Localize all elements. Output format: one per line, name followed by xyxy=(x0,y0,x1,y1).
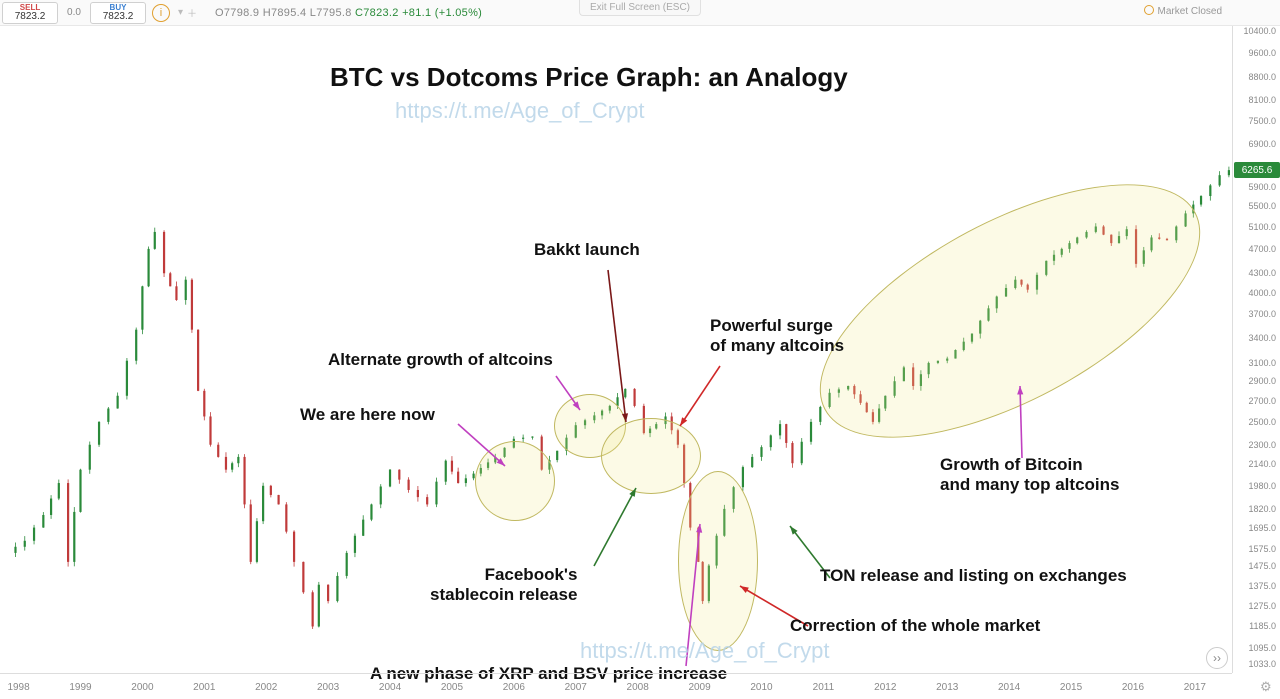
buy-button[interactable]: BUY 7823.2 xyxy=(90,2,146,24)
highlight-ellipse xyxy=(475,441,555,521)
y-tick: 4000.0 xyxy=(1248,288,1276,298)
y-tick: 5900.0 xyxy=(1248,182,1276,192)
x-tick: 2007 xyxy=(565,682,587,693)
y-tick: 1980.0 xyxy=(1248,481,1276,491)
chart-plot[interactable]: BTC vs Dotcoms Price Graph: an Analogy ht… xyxy=(0,26,1232,673)
x-tick: 2003 xyxy=(317,682,339,693)
y-axis: 1033.0 1095.0 1185.0 1275.0 1375.0 1475.0 1575… xyxy=(1232,26,1280,673)
y-tick: 3700.0 xyxy=(1248,309,1276,319)
annotation-we-are-here: We are here now xyxy=(300,405,435,425)
y-tick: 1185.0 xyxy=(1249,621,1276,631)
gear-icon[interactable]: ⚙ xyxy=(1260,679,1276,695)
watermark: https://t.me/Age_of_Crypt xyxy=(395,98,644,124)
y-tick: 1275.0 xyxy=(1248,601,1276,611)
annotation-ton: TON release and listing on exchanges xyxy=(820,566,1127,586)
x-tick: 2002 xyxy=(255,682,277,693)
annotation-bakkt: Bakkt launch xyxy=(534,240,640,260)
highlight-ellipse xyxy=(601,418,701,494)
chart-title: BTC vs Dotcoms Price Graph: an Analogy xyxy=(330,62,848,93)
y-tick: 1375.0 xyxy=(1248,581,1276,591)
y-tick: 5500.0 xyxy=(1248,201,1276,211)
annotation-correction: Correction of the whole market xyxy=(790,616,1040,636)
x-tick: 2014 xyxy=(998,682,1020,693)
buy-value: 7823.2 xyxy=(103,12,134,22)
x-tick: 1998 xyxy=(7,682,29,693)
y-tick: 6900.0 xyxy=(1248,139,1276,149)
top-toolbar: SELL 7823.2 0.0 BUY 7823.2 i ▾ ＋ O7798.9… xyxy=(0,0,1280,26)
ohlc-readout: O7798.9 H7895.4 L7795.8 C7823.2 +81.1 (+… xyxy=(215,7,482,19)
sell-value: 7823.2 xyxy=(15,12,46,22)
y-tick: 1695.0 xyxy=(1248,523,1276,533)
y-tick: 2140.0 xyxy=(1248,459,1276,469)
watermark: https://t.me/Age_of_Crypt xyxy=(580,638,829,664)
last-price-tag: 6265.6 xyxy=(1234,162,1280,178)
x-axis: 1998 1999 2000 2001 2002 2003 2004 2005 2006 2007… xyxy=(0,673,1232,699)
y-tick: 2700.0 xyxy=(1248,396,1276,406)
y-tick: 8100.0 xyxy=(1248,95,1276,105)
y-tick: 2900.0 xyxy=(1248,376,1276,386)
y-tick: 10400.0 xyxy=(1243,26,1276,36)
y-tick: 8800.0 xyxy=(1248,72,1276,82)
y-tick: 1575.0 xyxy=(1248,544,1276,554)
x-tick: 2010 xyxy=(750,682,772,693)
x-tick: 2004 xyxy=(379,682,401,693)
x-tick: 1999 xyxy=(69,682,91,693)
x-tick: 2006 xyxy=(503,682,525,693)
chevron-down-icon[interactable]: ▾ xyxy=(178,7,183,18)
y-tick: 4300.0 xyxy=(1248,268,1276,278)
x-tick: 2005 xyxy=(441,682,463,693)
annotation-fb: Facebook'sstablecoin release xyxy=(430,565,577,604)
info-icon[interactable]: i xyxy=(152,4,170,22)
y-tick: 5100.0 xyxy=(1248,222,1276,232)
x-tick: 2000 xyxy=(131,682,153,693)
x-tick: 2017 xyxy=(1184,682,1206,693)
market-status: Market Closed xyxy=(1144,5,1222,17)
x-tick: 2016 xyxy=(1122,682,1144,693)
y-tick: 7500.0 xyxy=(1248,116,1276,126)
x-tick: 2012 xyxy=(874,682,896,693)
exit-fullscreen-button[interactable]: Exit Full Screen (ESC) xyxy=(579,0,701,16)
y-tick: 1033.0 xyxy=(1248,659,1276,669)
x-tick: 2009 xyxy=(688,682,710,693)
x-tick: 2011 xyxy=(813,682,835,693)
annotation-alt-growth: Alternate growth of altcoins xyxy=(328,350,553,370)
y-tick: 1095.0 xyxy=(1248,643,1276,653)
y-tick: 3400.0 xyxy=(1248,333,1276,343)
y-tick: 1475.0 xyxy=(1248,561,1276,571)
y-tick: 2300.0 xyxy=(1248,440,1276,450)
x-tick: 2015 xyxy=(1060,682,1082,693)
annotation-surge: Powerful surgeof many altcoins xyxy=(710,316,844,355)
spread-value: 0.0 xyxy=(60,7,88,18)
highlight-ellipse xyxy=(678,471,758,651)
x-tick: 2001 xyxy=(193,682,215,693)
y-tick: 2500.0 xyxy=(1248,417,1276,427)
x-tick: 2013 xyxy=(936,682,958,693)
annotation-growth: Growth of Bitcoinand many top altcoins xyxy=(940,455,1119,494)
scroll-to-end-button[interactable]: ›› xyxy=(1206,647,1228,669)
x-tick: 2008 xyxy=(627,682,649,693)
add-icon[interactable]: ＋ xyxy=(187,5,197,20)
sell-button[interactable]: SELL 7823.2 xyxy=(2,2,58,24)
y-tick: 3100.0 xyxy=(1248,358,1276,368)
y-tick: 1820.0 xyxy=(1248,504,1276,514)
y-tick: 9600.0 xyxy=(1248,48,1276,58)
y-tick: 4700.0 xyxy=(1248,244,1276,254)
